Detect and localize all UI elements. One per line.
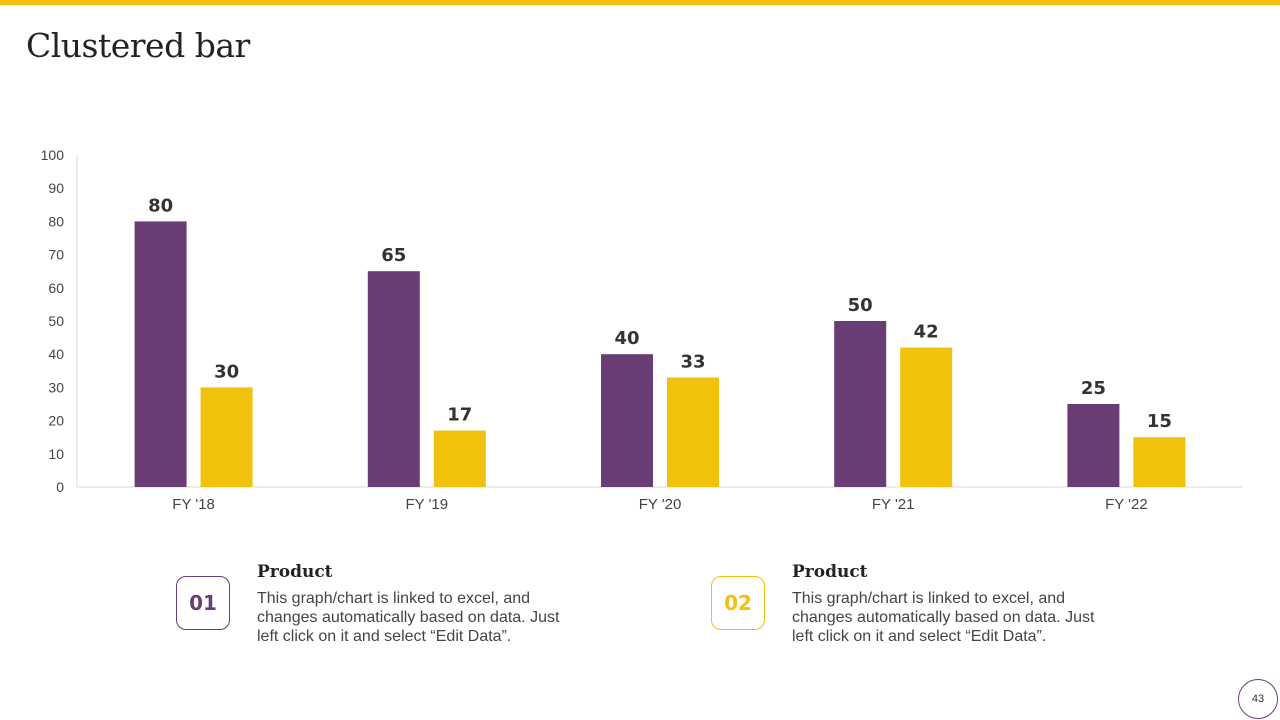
y-tick-label: 40 — [48, 346, 64, 362]
page-number: 43 — [1238, 679, 1278, 719]
x-category-label: FY '19 — [405, 496, 448, 513]
y-tick-label: 90 — [48, 180, 64, 196]
legend-heading-02: Product — [792, 562, 868, 582]
bar-series-2 — [900, 347, 953, 487]
legend-badge-02: 02 — [711, 576, 765, 630]
bar-series-1 — [134, 221, 187, 487]
bar-series-2 — [1133, 437, 1186, 487]
bar-data-label: 50 — [848, 295, 873, 316]
bar-series-1 — [834, 321, 887, 487]
y-tick-label: 30 — [48, 379, 64, 395]
legend-description-02: This graph/chart is linked to excel, and… — [792, 590, 1095, 645]
page-title: Clustered bar — [26, 26, 250, 65]
legend-item-02: 02 Product This graph/chart is linked to… — [711, 562, 1094, 652]
y-tick-label: 10 — [48, 446, 64, 462]
bar-data-label: 15 — [1147, 411, 1172, 432]
bar-data-label: 33 — [680, 351, 705, 372]
y-tick-label: 60 — [48, 280, 64, 296]
y-tick-label: 20 — [48, 413, 64, 429]
bar-data-label: 40 — [614, 328, 639, 349]
bar-series-1 — [367, 271, 420, 487]
bar-series-2 — [200, 387, 253, 487]
top-accent-bar — [0, 0, 1280, 5]
x-category-label: FY '22 — [1105, 496, 1148, 513]
bar-data-label: 65 — [381, 245, 406, 266]
x-category-label: FY '18 — [172, 496, 215, 513]
bar-series-2 — [433, 430, 486, 487]
y-tick-label: 70 — [48, 247, 64, 263]
y-tick-label: 100 — [41, 147, 65, 163]
bar-series-1 — [601, 354, 653, 487]
bar-data-label: 30 — [214, 361, 239, 382]
clustered-bar-chart[interactable]: 0 10 20 30 40 50 60 70 80 90 100 FY '18 80 30 FY '19 65… — [0, 0, 1280, 560]
y-tick-label: 80 — [48, 213, 64, 229]
legend-badge-01: 01 — [176, 576, 230, 630]
bar-series-1 — [1067, 404, 1120, 487]
y-tick-label: 0 — [56, 479, 64, 495]
legend-description-01: This graph/chart is linked to excel, and… — [257, 590, 560, 645]
legend-heading-01: Product — [257, 562, 333, 582]
bar-data-label: 17 — [447, 405, 472, 426]
y-tick-label: 50 — [48, 313, 64, 329]
bar-series-2 — [667, 377, 719, 487]
bar-data-label: 25 — [1081, 378, 1106, 399]
bar-data-label: 42 — [914, 322, 939, 343]
legend-item-01: 01 Product This graph/chart is linked to… — [176, 562, 559, 652]
x-category-label: FY '20 — [639, 496, 682, 513]
x-category-label: FY '21 — [872, 496, 915, 513]
bar-data-label: 80 — [148, 195, 173, 216]
